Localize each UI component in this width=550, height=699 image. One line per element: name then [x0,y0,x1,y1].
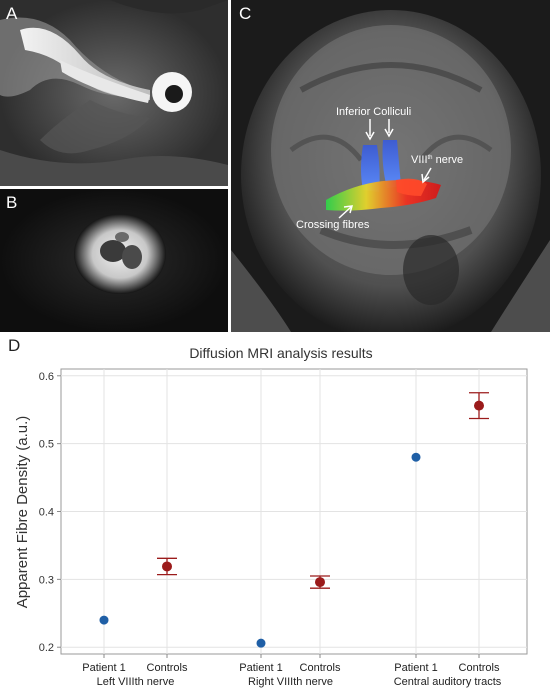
viii-nerve-arrowhead-icon [421,173,430,184]
panel-a-label: A [6,4,18,23]
colliculi-arrowhead-right-icon [384,128,394,138]
y-tick-label: 0.2 [39,642,54,654]
panel-a-mri-image: A [0,0,228,186]
controls-mean-point [315,577,325,588]
chart-title: Diffusion MRI analysis results [189,345,372,361]
panel-b-mri-image: B [0,189,228,332]
x-category-label: Patient 1 [239,662,282,674]
x-category-label: Controls [300,662,341,674]
panel-c-label: C [239,4,252,23]
patient-point [411,452,421,462]
x-group-label: Left VIIIth nerve [97,676,175,688]
x-category-label: Controls [459,662,500,674]
marks-layer [99,392,489,648]
panel-d-label: D [8,336,21,355]
y-tick-label: 0.5 [39,439,54,451]
viii-nerve-annotation: VIIIth nerve [411,154,463,166]
viii-nerve-main-text: VIII [411,154,428,166]
panel-c-tractography-image: Inferior Colliculi VIIIth nerve Crossing… [231,0,550,332]
viii-nerve-superscript: th [428,155,433,161]
x-category-label: Controls [147,662,188,674]
y-axis-label: Apparent Fibre Density (a.u.) [14,416,31,609]
y-tick-label: 0.4 [39,507,54,519]
x-label-layer: Patient 1 Controls Left VIIIth nerve Patien… [82,654,502,688]
x-category-label: Patient 1 [394,662,437,674]
crossing-fibres-arrow-icon [338,206,352,219]
y-tick-layer: 0.2 0.3 0.4 0.5 0.6 [39,371,61,654]
x-group-label: Right VIIIth nerve [248,676,333,688]
y-tick-label: 0.6 [39,371,54,383]
x-category-label: Patient 1 [82,662,125,674]
crossing-fibres-arrowhead-icon [343,205,354,214]
crossing-fibres-annotation: Crossing fibres [296,219,370,231]
viii-nerve-suffix: nerve [433,154,464,166]
y-tick-label: 0.3 [39,574,54,586]
colliculi-arrowhead-left-icon [365,131,375,141]
chart-svg: Diffusion MRI analysis results 0.2 0.3 0.4… [14,345,528,688]
controls-mean-point [474,400,484,411]
controls-mean-point [162,561,172,572]
grid-layer [61,369,527,654]
panel-d-chart: D Diffusion MRI analysis results 0.2 0.3 0… [0,332,550,694]
inferior-colliculi-annotation: Inferior Colliculi [336,106,411,118]
patient-point [99,615,109,625]
x-group-label: Central auditory tracts [394,676,502,688]
patient-point [256,638,266,648]
viii-nerve-arrow-icon [423,167,432,181]
panel-b-label: B [6,193,18,212]
